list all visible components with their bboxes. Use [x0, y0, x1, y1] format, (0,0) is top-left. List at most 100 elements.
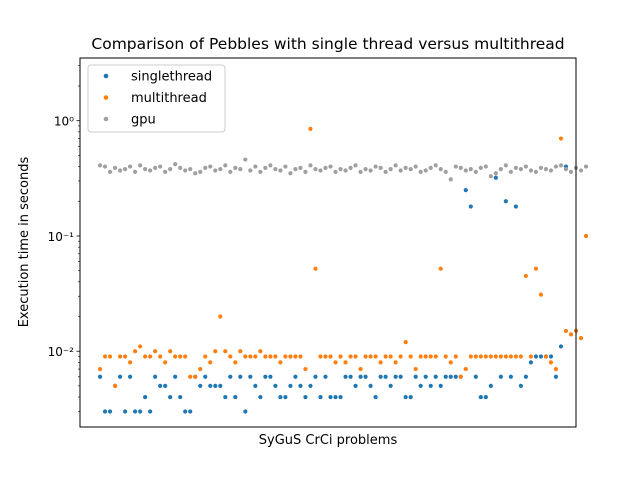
multithread-point — [122, 354, 128, 359]
gpu-point — [578, 168, 584, 173]
singlethread-point — [278, 394, 283, 400]
gpu-point — [143, 167, 148, 172]
gpu-point — [398, 168, 403, 173]
multithread-point — [403, 339, 408, 345]
gpu-point — [153, 165, 158, 170]
y-tick-label: 10⁰ — [54, 115, 74, 129]
singlethread-point — [513, 204, 518, 209]
gpu-point — [423, 168, 428, 173]
multithread-point — [313, 266, 318, 271]
legend-marker-gpu — [103, 116, 109, 122]
multithread-point — [558, 136, 564, 141]
gpu-point — [473, 169, 478, 174]
gpu-point — [148, 168, 153, 173]
singlethread-point — [213, 383, 218, 389]
gpu-point — [508, 169, 513, 174]
gpu-point — [433, 163, 438, 168]
gpu-point — [393, 163, 398, 168]
gpu-point — [533, 169, 539, 174]
multithread-point — [368, 354, 373, 359]
singlethread-point — [353, 383, 358, 389]
gpu-point — [428, 165, 433, 170]
multithread-point — [568, 332, 574, 337]
multithread-point — [398, 354, 403, 359]
singlethread-point — [553, 374, 559, 379]
multithread-point — [358, 366, 363, 372]
gpu-point — [198, 169, 203, 174]
gpu-point — [458, 165, 463, 170]
gpu-point — [548, 168, 554, 173]
gpu-point — [173, 162, 178, 167]
singlethread-point — [102, 409, 108, 414]
gpu-point — [97, 163, 103, 168]
singlethread-point — [158, 383, 163, 389]
gpu-point — [493, 171, 498, 176]
gpu-point — [503, 163, 508, 168]
gpu-point — [488, 174, 493, 179]
multithread-point — [233, 360, 238, 365]
singlethread-point — [523, 374, 529, 379]
gpu-point — [248, 168, 253, 173]
legend-label-gpu: gpu — [131, 113, 156, 128]
multithread-point — [363, 354, 368, 359]
gpu-point — [313, 167, 318, 172]
singlethread-point — [188, 409, 193, 414]
legend-label-singlethread: singlethread — [131, 70, 212, 85]
singlethread-point — [238, 374, 243, 379]
chart-title: Comparison of Pebbles with single thread… — [91, 35, 564, 53]
singlethread-point — [473, 374, 478, 379]
multithread-point — [458, 374, 463, 379]
multithread-point — [188, 374, 193, 379]
multithread-point — [248, 354, 253, 359]
multithread-point — [498, 354, 503, 359]
multithread-point — [138, 344, 143, 349]
singlethread-point — [528, 360, 534, 365]
gpu-point — [323, 165, 328, 170]
singlethread-point — [133, 409, 138, 414]
gpu-point — [538, 165, 544, 170]
multithread-point — [283, 354, 288, 359]
multithread-point — [133, 349, 138, 354]
series-gpu — [97, 157, 589, 182]
singlethread-point — [97, 374, 103, 379]
singlethread-point — [403, 394, 408, 400]
singlethread-point — [343, 374, 348, 379]
gpu-point — [193, 171, 198, 176]
singlethread-point — [198, 383, 203, 389]
legend-label-multithread: multithread — [131, 91, 207, 106]
gpu-point — [583, 164, 589, 169]
singlethread-point — [518, 383, 523, 389]
gpu-point — [278, 168, 283, 173]
multithread-point — [173, 354, 178, 359]
gpu-point — [378, 165, 383, 170]
gpu-point — [338, 167, 343, 172]
multithread-point — [163, 360, 168, 365]
singlethread-point — [358, 374, 363, 379]
singlethread-point — [153, 374, 158, 379]
singlethread-point — [243, 409, 248, 414]
gpu-point — [208, 164, 213, 169]
gpu-point — [213, 168, 218, 173]
multithread-point — [393, 360, 398, 365]
singlethread-point — [383, 374, 388, 379]
singlethread-point — [428, 383, 433, 389]
x-axis-label: SyGuS CrCi problems — [259, 433, 398, 448]
plot-frame — [79, 57, 577, 428]
singlethread-point — [318, 394, 323, 400]
singlethread-point — [233, 394, 238, 400]
singlethread-point — [288, 383, 293, 389]
singlethread-point — [273, 383, 278, 389]
gpu-point — [168, 167, 173, 172]
gpu-point — [273, 167, 278, 172]
multithread-point — [153, 349, 158, 354]
gpu-point — [158, 164, 163, 169]
gpu-point — [268, 163, 273, 168]
gpu-point — [558, 163, 564, 168]
gpu-point — [403, 165, 408, 170]
legend: singlethread multithread gpu — [87, 64, 226, 133]
singlethread-point — [413, 374, 418, 379]
gpu-point — [443, 169, 448, 174]
gpu-point — [408, 167, 413, 172]
multithread-point — [508, 354, 513, 359]
singlethread-point — [248, 374, 253, 379]
